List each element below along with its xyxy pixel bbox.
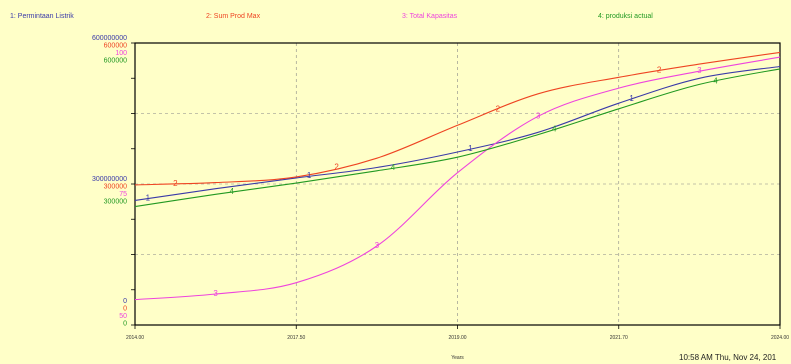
y-axis-label-top-series-1: 600000000 — [92, 35, 127, 42]
y-axis-label-bottom-series-4: 0 — [123, 321, 127, 328]
series-line-2 — [134, 51, 781, 186]
series-marker-4: 4 — [391, 163, 396, 172]
series-marker-3: 3 — [697, 66, 702, 75]
x-axis-tick-label: 2019.00 — [448, 335, 466, 341]
y-axis-label-bottom-series-2: 0 — [123, 306, 127, 313]
series-marker-3: 3 — [375, 241, 380, 250]
series-marker-3: 3 — [536, 111, 541, 120]
series-marker-1: 1 — [146, 194, 151, 203]
series-line-1 — [134, 65, 781, 201]
y-axes: 6000000006000001006000003000000003000007… — [92, 35, 135, 328]
timestamp: 10:58 AM Thu, Nov 24, 201 — [679, 353, 777, 362]
x-axis-label: Years — [451, 355, 464, 361]
series-marker-4: 4 — [552, 124, 557, 133]
y-axis-label-mid-series-4: 300000 — [104, 199, 127, 206]
y-axis-label-bottom-series-1: 0 — [123, 298, 127, 305]
x-axis-tick-label: 2014.00 — [126, 335, 144, 341]
y-axis-label-bottom-series-3: 50 — [119, 313, 127, 320]
y-axis-label-top-series-2: 600000 — [104, 43, 127, 50]
series-markers: 1 1 1 1 2 2 2 2 3 3 3 3 4 4 4 4 — [146, 66, 719, 298]
legend-entry-2: 2: Sum Prod Max — [206, 13, 261, 20]
y-axis-label-mid-series-3: 75 — [119, 191, 127, 198]
y-axis-label-top-series-3: 100 — [115, 50, 127, 57]
x-axis-tick-label: 2017.50 — [287, 335, 305, 341]
legend-entry-4: 4: produksi actual — [598, 13, 653, 20]
series-marker-2: 2 — [334, 163, 339, 172]
series-marker-1: 1 — [629, 94, 634, 103]
gridlines — [135, 43, 780, 325]
y-axis-label-mid-series-1: 300000000 — [92, 176, 127, 183]
y-axis-label-top-series-4: 600000 — [104, 58, 127, 65]
series-marker-4: 4 — [230, 187, 235, 196]
legend-entry-1: 1: Permintaan Listrik — [10, 13, 74, 20]
series-lines — [134, 51, 781, 301]
series-marker-3: 3 — [213, 289, 218, 298]
y-axis-label-mid-series-2: 300000 — [104, 184, 127, 191]
series-line-4 — [134, 68, 781, 208]
series-marker-1: 1 — [468, 144, 473, 153]
legend-entry-3: 3: Total Kapasitas — [402, 13, 458, 20]
legend: 1: Permintaan Listrik 2: Sum Prod Max 3: T… — [10, 13, 653, 20]
series-marker-2: 2 — [496, 105, 501, 114]
series-marker-4: 4 — [713, 76, 718, 85]
series-marker-2: 2 — [657, 66, 662, 75]
x-axis-tick-label: 2024.00 — [771, 335, 789, 341]
series-line-3 — [134, 56, 781, 301]
series-marker-2: 2 — [173, 179, 178, 188]
x-axis: 2014.00 2017.50 2019.00 2021.70 2024.00 Years — [126, 325, 789, 361]
series-marker-1: 1 — [307, 171, 312, 180]
x-axis-tick-label: 2021.70 — [610, 335, 628, 341]
